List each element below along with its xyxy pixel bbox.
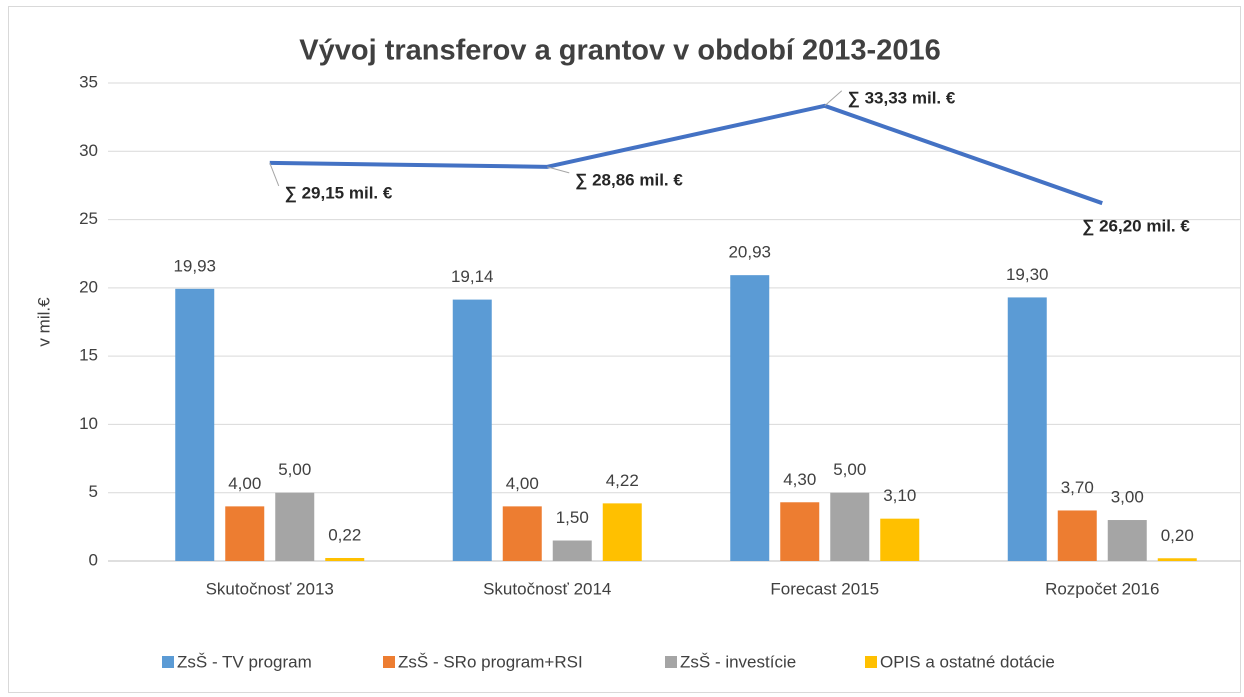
leader-line <box>824 90 843 107</box>
leader-line <box>269 162 280 187</box>
bar <box>602 503 642 561</box>
value-label: 19,14 <box>451 267 494 286</box>
x-tick-label: Forecast 2015 <box>770 579 879 598</box>
legend-label: OPIS a ostatné dotácie <box>880 652 1055 671</box>
bar <box>275 492 315 561</box>
value-label: 3,00 <box>1111 488 1144 507</box>
y-tick-label: 0 <box>89 550 98 569</box>
bar <box>452 299 492 561</box>
y-tick-label: 5 <box>89 482 98 501</box>
bar <box>880 518 920 561</box>
value-label: 19,93 <box>173 256 216 275</box>
bar <box>1057 510 1097 561</box>
bar <box>225 506 265 561</box>
value-label: 0,22 <box>328 525 361 544</box>
legend-label: ZsŠ - SRo program+RSI <box>398 652 583 671</box>
bar <box>552 540 592 561</box>
bar <box>780 502 820 561</box>
bar <box>1007 297 1047 561</box>
y-tick-label: 10 <box>79 414 98 433</box>
total-label: ∑ 33,33 mil. € <box>848 88 956 107</box>
bar <box>830 492 870 561</box>
bar <box>175 288 215 561</box>
y-axis-label: v mil.€ <box>34 297 53 347</box>
total-line <box>269 103 1103 206</box>
y-tick-label: 35 <box>79 72 98 91</box>
bar <box>1107 520 1147 561</box>
bar <box>502 506 542 561</box>
value-label: 20,93 <box>728 243 771 262</box>
value-label: 5,00 <box>278 460 311 479</box>
x-tick-label: Skutočnosť 2013 <box>206 579 334 598</box>
value-label: 4,00 <box>228 474 261 493</box>
legend-swatch <box>383 656 395 668</box>
legend-swatch <box>665 656 677 668</box>
value-label: 3,70 <box>1061 478 1094 497</box>
legend-label: ZsŠ - investície <box>680 652 796 671</box>
x-tick-label: Rozpočet 2016 <box>1045 579 1159 598</box>
total-label: ∑ 28,86 mil. € <box>575 170 683 189</box>
x-tick-label: Skutočnosť 2014 <box>483 579 611 598</box>
bar <box>730 275 770 561</box>
value-label: 19,30 <box>1006 265 1049 284</box>
value-label: 1,50 <box>556 508 589 527</box>
y-tick-label: 20 <box>79 277 98 296</box>
total-label: ∑ 29,15 mil. € <box>285 183 393 202</box>
legend-swatch <box>865 656 877 668</box>
value-label: 4,22 <box>606 471 639 490</box>
legend-swatch <box>162 656 174 668</box>
total-label: ∑ 26,20 mil. € <box>1082 217 1190 236</box>
bar <box>1157 558 1197 561</box>
value-label: 5,00 <box>833 460 866 479</box>
y-tick-label: 30 <box>79 141 98 160</box>
value-label: 3,10 <box>883 486 916 505</box>
bar <box>325 557 365 561</box>
leader-line <box>547 166 570 174</box>
value-label: 4,30 <box>783 470 816 489</box>
y-tick-label: 15 <box>79 346 98 365</box>
value-label: 4,00 <box>506 474 539 493</box>
y-tick-label: 25 <box>79 209 98 228</box>
legend-label: ZsŠ - TV program <box>177 652 312 671</box>
chart-title: Vývoj transferov a grantov v období 2013… <box>299 35 940 67</box>
value-label: 0,20 <box>1161 526 1194 545</box>
